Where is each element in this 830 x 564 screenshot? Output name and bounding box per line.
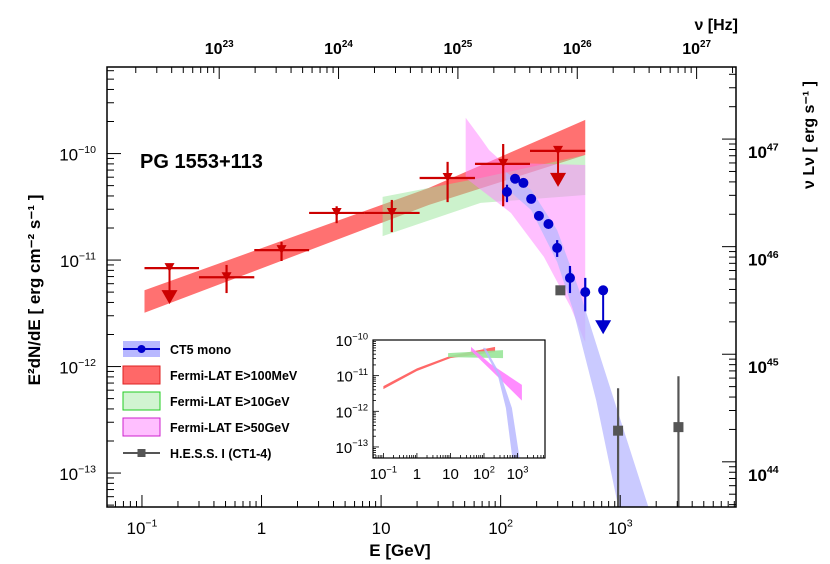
legend-marker-hess xyxy=(137,449,146,457)
fermi-point xyxy=(442,172,453,182)
legend-label: H.E.S.S. I (CT1-4) xyxy=(170,447,271,461)
x-tick-label: 103 xyxy=(608,517,633,538)
x-tick-label: 102 xyxy=(488,517,513,538)
inset-x-tick-label: 102 xyxy=(473,464,495,483)
fermi-point xyxy=(386,207,397,217)
legend-swatch-fermi100 xyxy=(122,365,161,385)
legend: CT5 mono Fermi-LAT E>100MeV Fermi-LAT E>10… xyxy=(122,341,298,461)
fermi-upper-limit-head xyxy=(550,172,567,187)
inset-bands xyxy=(383,346,522,458)
y-tick-label: 10−13 xyxy=(59,463,96,484)
legend-label: Fermi-LAT E>100MeV xyxy=(170,369,298,383)
legend-swatch-fermi50 xyxy=(122,417,161,437)
ct5-point xyxy=(510,173,521,184)
legend-swatch-fermi10 xyxy=(122,391,161,411)
inset-frame xyxy=(372,339,546,459)
ct5-point xyxy=(580,287,591,298)
y-axis-title: E²dN/dE [ erg cm⁻² s⁻¹ ] xyxy=(25,195,44,386)
top-tick-label: 1024 xyxy=(324,39,353,58)
legend-marker-ct5 xyxy=(137,345,146,353)
right-axis-title: ν Lν [ erg s⁻¹ ] xyxy=(801,81,818,189)
right-tick-label: 1047 xyxy=(748,141,779,162)
inset-background xyxy=(373,340,545,458)
band-ct5_band xyxy=(506,172,649,507)
fermi-point xyxy=(164,263,175,273)
inset-y-tick-label: 10−10 xyxy=(336,331,368,350)
y-tick-label: 10−11 xyxy=(60,250,96,271)
top-tick-label: 1026 xyxy=(563,39,592,58)
top-tick-label: 1023 xyxy=(205,39,234,58)
points-layer xyxy=(144,143,684,507)
legend-label: Fermi-LAT E>10GeV xyxy=(170,395,290,409)
hess-point xyxy=(613,425,624,436)
legend-label: Fermi-LAT E>50GeV xyxy=(170,421,290,435)
fermi-point xyxy=(498,158,509,168)
inset-x-tick-label: 10−1 xyxy=(370,464,397,483)
ct5-point xyxy=(552,242,563,253)
x-tick-label: 10−1 xyxy=(126,517,157,538)
x-axis-title: E [GeV] xyxy=(369,541,430,560)
legend-label: CT5 mono xyxy=(170,343,231,357)
inset-x-tick-label: 103 xyxy=(507,464,529,483)
inset-x-tick-label: 1 xyxy=(413,466,421,483)
right-tick-label: 1044 xyxy=(748,464,779,485)
chart-title: PG 1553+113 xyxy=(140,151,263,173)
top-tick-label: 1027 xyxy=(682,39,711,58)
inset-y-tick-label: 10−11 xyxy=(336,367,368,386)
y-tick-label: 10−10 xyxy=(59,144,96,165)
y-tick-label: 10−12 xyxy=(59,357,96,378)
fermi-point xyxy=(221,272,232,282)
band-ct5_band xyxy=(482,347,520,458)
inset-x-tick-label: 10 xyxy=(442,466,459,483)
x-tick-label: 1 xyxy=(257,519,266,538)
ct5-upper-limit-head xyxy=(595,320,612,335)
right-tick-label: 1045 xyxy=(748,357,779,378)
ct5-point xyxy=(526,193,537,204)
ct5-point xyxy=(533,210,544,221)
ct5-point xyxy=(543,219,554,230)
x-tick-label: 10 xyxy=(372,519,391,538)
band-fermi100 xyxy=(383,346,496,390)
ct5-point xyxy=(518,177,529,188)
top-tick-label: 1025 xyxy=(443,39,472,58)
right-tick-label: 1046 xyxy=(748,249,779,270)
fermi-point xyxy=(331,207,342,217)
ct5-point xyxy=(564,272,575,283)
hess-point xyxy=(555,285,566,296)
band-fermi50 xyxy=(471,346,522,401)
fermi-point xyxy=(553,145,564,155)
hess-point xyxy=(673,422,684,433)
inset-y-tick-label: 10−13 xyxy=(336,438,368,457)
fermi-upper-limit-head xyxy=(161,290,178,305)
top-axis-title: ν [Hz] xyxy=(694,17,738,34)
ct5-point xyxy=(501,186,512,197)
fermi-point xyxy=(276,245,287,255)
inset-y-tick-label: 10−12 xyxy=(336,403,368,422)
